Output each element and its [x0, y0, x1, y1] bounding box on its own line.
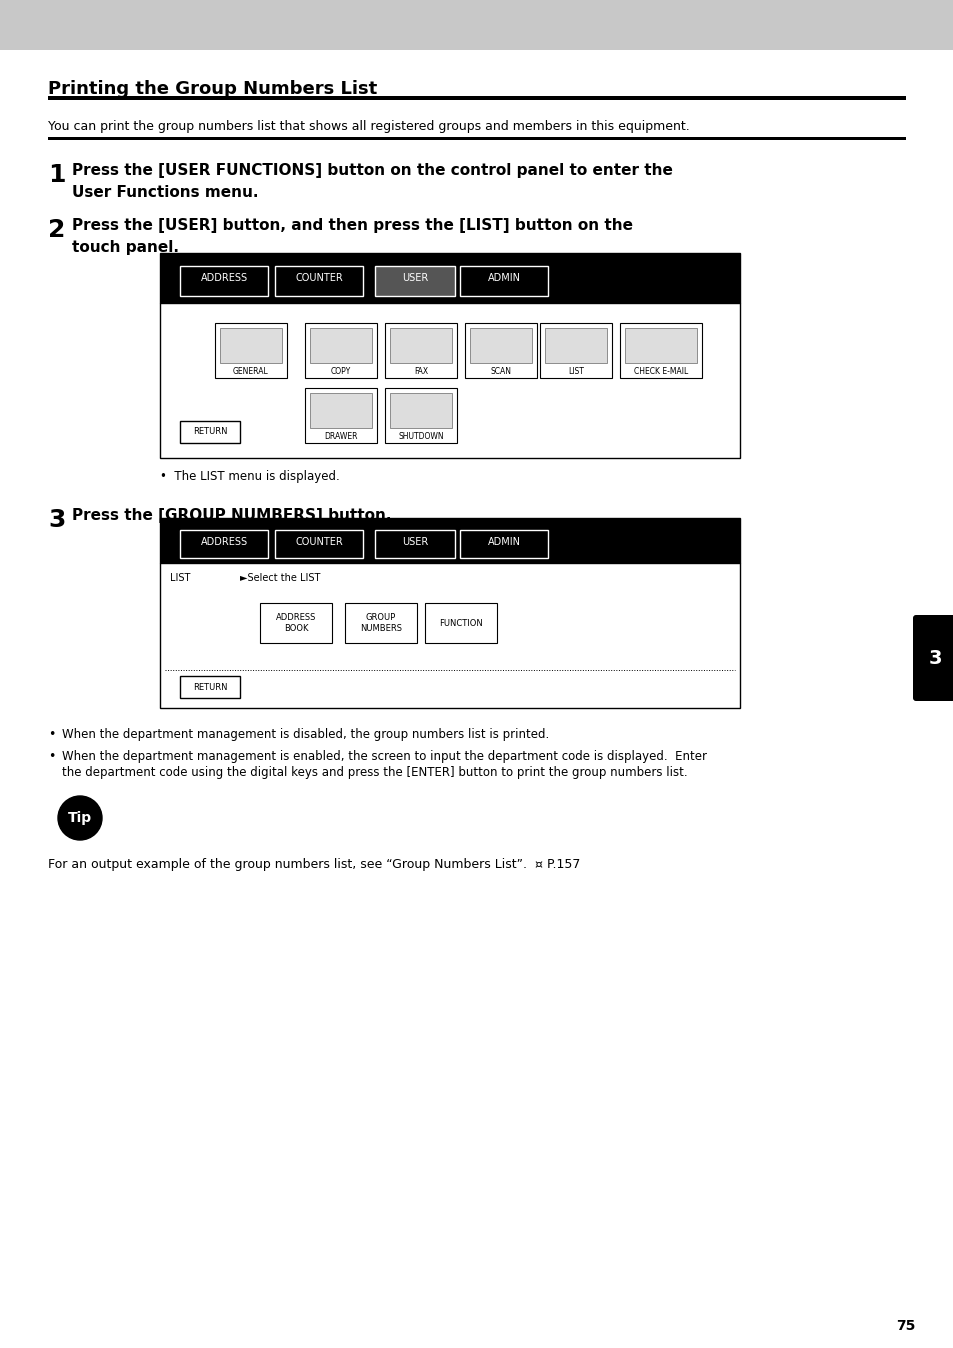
Text: Press the [USER FUNCTIONS] button on the control panel to enter the: Press the [USER FUNCTIONS] button on the…	[71, 163, 672, 178]
Text: RETURN: RETURN	[193, 682, 227, 692]
Text: SCAN: SCAN	[490, 367, 511, 376]
Bar	[305, 324, 376, 377]
Text: Press the [GROUP NUMBERS] button.: Press the [GROUP NUMBERS] button.	[71, 508, 391, 523]
Text: FAX: FAX	[414, 367, 428, 376]
Text: the department code using the digital keys and press the [ENTER] button to print: the department code using the digital ke…	[62, 766, 687, 779]
Bar	[160, 253, 740, 303]
Bar	[424, 603, 497, 643]
Circle shape	[58, 797, 102, 840]
Text: LIST: LIST	[567, 367, 583, 376]
Bar	[160, 518, 740, 563]
Text: ADDRESS
BOOK: ADDRESS BOOK	[275, 613, 315, 632]
Bar	[310, 328, 372, 363]
Bar	[274, 530, 363, 558]
Bar	[390, 328, 452, 363]
Text: 3: 3	[927, 648, 941, 667]
Text: 2: 2	[48, 218, 66, 243]
Text: Printing the Group Numbers List: Printing the Group Numbers List	[48, 80, 376, 98]
Bar	[375, 530, 455, 558]
Text: USER: USER	[401, 274, 428, 283]
Bar	[160, 563, 740, 708]
Text: 3: 3	[48, 508, 66, 532]
Bar	[390, 394, 452, 429]
Text: You can print the group numbers list that shows all registered groups and member: You can print the group numbers list tha…	[48, 120, 689, 133]
Text: ADMIN: ADMIN	[487, 274, 520, 283]
Bar	[180, 421, 240, 443]
Text: COUNTER: COUNTER	[294, 537, 342, 547]
Bar	[385, 324, 456, 377]
Text: 75: 75	[896, 1318, 915, 1333]
Text: GROUP
NUMBERS: GROUP NUMBERS	[359, 613, 401, 632]
Text: 1: 1	[48, 163, 66, 187]
Text: LIST: LIST	[170, 573, 191, 582]
Text: ADDRESS: ADDRESS	[200, 274, 247, 283]
Bar	[48, 137, 905, 140]
Bar	[470, 328, 532, 363]
Text: ADMIN: ADMIN	[487, 537, 520, 547]
Text: Press the [USER] button, and then press the [LIST] button on the: Press the [USER] button, and then press …	[71, 218, 633, 233]
Bar	[0, 0, 953, 50]
Text: COUNTER: COUNTER	[294, 274, 342, 283]
Bar	[48, 96, 905, 100]
Text: User Functions menu.: User Functions menu.	[71, 185, 258, 200]
Bar	[459, 266, 547, 297]
Text: FUNCTION: FUNCTION	[438, 619, 482, 628]
Bar	[619, 324, 701, 377]
Bar	[220, 328, 282, 363]
Bar	[385, 388, 456, 443]
Text: COPY: COPY	[331, 367, 351, 376]
Text: CHECK E-MAIL: CHECK E-MAIL	[633, 367, 687, 376]
Bar	[345, 603, 416, 643]
Text: SHUTDOWN: SHUTDOWN	[397, 431, 443, 441]
Bar	[624, 328, 697, 363]
Bar	[464, 324, 537, 377]
Bar	[375, 266, 455, 297]
Bar	[459, 530, 547, 558]
Text: GENERAL: GENERAL	[233, 367, 269, 376]
Bar	[260, 603, 332, 643]
Text: •: •	[48, 749, 55, 763]
Bar	[305, 388, 376, 443]
Bar	[214, 324, 287, 377]
Text: USER: USER	[401, 537, 428, 547]
Text: When the department management is enabled, the screen to input the department co: When the department management is enable…	[62, 749, 706, 763]
Text: ►Select the LIST: ►Select the LIST	[240, 573, 320, 582]
Bar	[539, 324, 612, 377]
Text: •  The LIST menu is displayed.: • The LIST menu is displayed.	[160, 470, 339, 483]
Bar	[180, 675, 240, 698]
Bar	[180, 266, 268, 297]
Bar	[310, 394, 372, 429]
Text: •: •	[48, 728, 55, 741]
Bar	[180, 530, 268, 558]
Text: ADDRESS: ADDRESS	[200, 537, 247, 547]
Bar	[544, 328, 606, 363]
Text: For an output example of the group numbers list, see “Group Numbers List”.  ¤ P.: For an output example of the group numbe…	[48, 857, 579, 871]
Text: When the department management is disabled, the group numbers list is printed.: When the department management is disabl…	[62, 728, 549, 741]
Text: Tip: Tip	[68, 811, 92, 825]
Text: RETURN: RETURN	[193, 427, 227, 437]
Bar	[274, 266, 363, 297]
FancyBboxPatch shape	[912, 615, 953, 701]
Text: touch panel.: touch panel.	[71, 240, 179, 255]
Text: DRAWER: DRAWER	[324, 431, 357, 441]
Bar	[160, 303, 740, 458]
